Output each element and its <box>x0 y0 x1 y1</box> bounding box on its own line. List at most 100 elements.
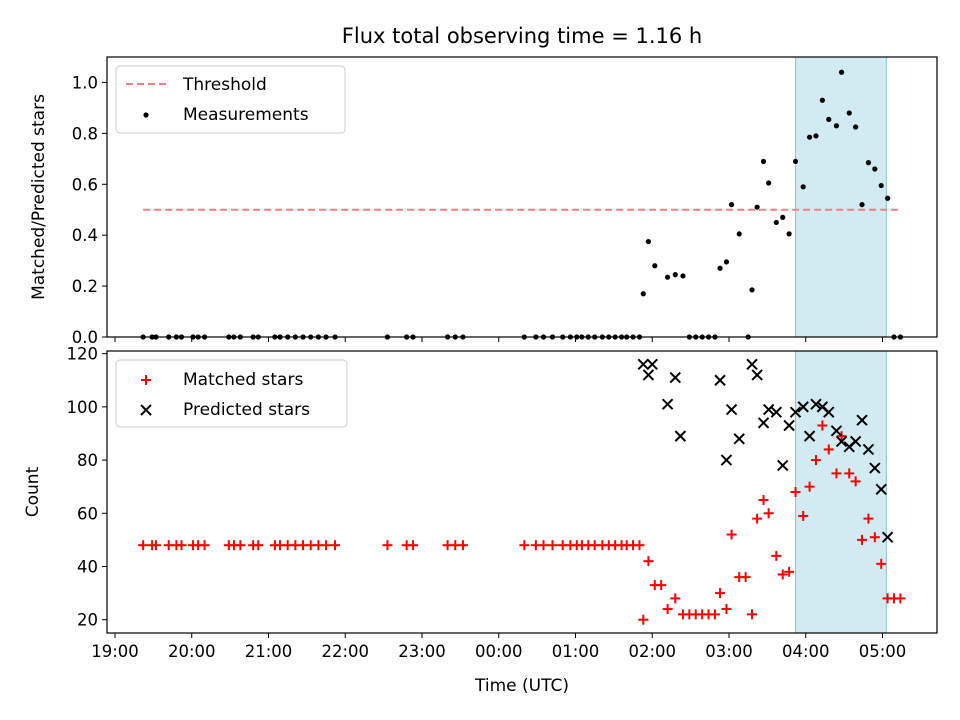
x-tick-label: 22:00 <box>321 642 369 661</box>
matched-star-point <box>709 609 720 620</box>
bottom-panel-ticks: 19:00 20:00 21:00 22:00 23:00 00:00 01:00 02:00… <box>67 345 907 661</box>
matched-star-point <box>547 540 558 551</box>
measurement-point <box>826 116 832 122</box>
matched-star-point <box>519 540 530 551</box>
predicted-star-point <box>849 435 862 448</box>
legend-threshold-label: Threshold <box>182 75 267 95</box>
matched-star-point <box>752 513 763 524</box>
predicted-star-point <box>642 369 655 381</box>
matched-star-point <box>634 540 645 551</box>
predicted-star-point <box>803 430 816 442</box>
matched-star-point <box>850 476 861 487</box>
matched-star-point <box>790 487 801 497</box>
measurement-point <box>652 263 658 269</box>
y-tick-label: 80 <box>77 451 98 470</box>
x-tick-label: 01:00 <box>552 642 600 661</box>
measurement-point <box>833 123 840 129</box>
predicted-star-point <box>733 433 745 445</box>
measurement-point <box>728 202 735 208</box>
matched-star-point <box>747 609 758 620</box>
matched-star-point <box>804 481 815 492</box>
predicted-star-point <box>757 417 770 429</box>
matched-star-point <box>199 540 210 551</box>
predicted-star-point <box>875 483 887 496</box>
x-tick-label: 03:00 <box>705 642 753 661</box>
predicted-star-point <box>725 403 738 416</box>
top-legend-box <box>115 65 346 134</box>
measurement-point <box>800 184 806 190</box>
measurement-point <box>865 160 872 166</box>
y-tick-label: 0.8 <box>72 124 98 143</box>
measurement-point <box>885 195 891 201</box>
matched-star-point <box>253 540 264 551</box>
y-tick-label: 40 <box>77 557 98 576</box>
measurement-point <box>672 272 678 278</box>
y-tick-label: 60 <box>77 504 98 523</box>
matched-star-point <box>638 614 649 625</box>
matched-star-point <box>798 510 809 521</box>
measurement-point <box>846 110 852 116</box>
predicted-star-point <box>714 374 726 386</box>
bottom-y-axis-label: Count <box>23 466 43 517</box>
bottom-legend: Matched stars Predicted stars <box>115 359 348 428</box>
predicted-star-point <box>862 443 875 456</box>
measurement-point <box>859 202 865 208</box>
top-panel-ticks: 0.0 0.2 0.4 0.6 0.8 1.0 <box>72 73 883 347</box>
x-tick-label: 02:00 <box>628 642 676 661</box>
measurement-point <box>723 259 730 265</box>
measurement-point <box>853 124 859 130</box>
measurement-point <box>773 219 779 226</box>
predicted-star-point <box>789 406 802 418</box>
highlight-span-top <box>795 56 887 338</box>
top-y-axis-label: Matched/Predicted stars <box>29 94 49 300</box>
matched-star-point <box>844 468 855 479</box>
x-axis-label: Time (UTC) <box>474 676 569 696</box>
measurement-point <box>872 166 878 172</box>
matched-star-point <box>740 572 751 583</box>
top-panel-frame <box>106 56 938 338</box>
predicted-star-point <box>669 371 681 384</box>
predicted-star-point <box>637 358 650 371</box>
predicted-star-point <box>646 358 658 371</box>
measurement-point <box>717 265 723 271</box>
measurement-point <box>878 182 884 189</box>
y-tick-label: 0.6 <box>72 175 98 194</box>
predicted-star-point <box>797 401 809 413</box>
matched-star-point <box>382 540 393 551</box>
chart-title: Flux total observing time = 1.16 h <box>342 24 702 48</box>
matched-star-point <box>721 604 732 615</box>
predicted-star-point <box>881 531 894 543</box>
matched-star-point <box>831 468 842 479</box>
measurement-point <box>780 214 786 220</box>
y-tick-label: 100 <box>67 398 99 417</box>
y-tick-label: 20 <box>77 611 98 630</box>
matched-star-point <box>538 540 549 551</box>
x-tick-label: 04:00 <box>782 642 830 661</box>
measurement-point <box>736 231 742 237</box>
matched-star-point <box>817 420 828 431</box>
predicted-star-point <box>720 454 733 466</box>
x-tick-label: 19:00 <box>91 642 139 661</box>
predicted-star-point <box>830 425 843 437</box>
y-tick-label: 0.2 <box>72 277 98 296</box>
measurement-point <box>792 158 799 164</box>
matched-star-point <box>863 513 874 524</box>
count-points <box>138 358 906 625</box>
matched-star-point <box>656 580 667 591</box>
measurement-point <box>806 134 813 140</box>
matched-star-point <box>330 540 341 551</box>
measurement-point <box>760 158 767 164</box>
measurement-point <box>819 97 825 103</box>
top-panel: 0.0 0.2 0.4 0.6 0.8 1.0 Matched/Predicted sta… <box>29 56 938 347</box>
matched-star-point <box>408 540 419 551</box>
y-tick-label: 0.4 <box>72 226 98 245</box>
y-tick-label: 1.0 <box>72 73 98 92</box>
matched-star-point <box>810 455 821 466</box>
legend-measurements-swatch <box>143 112 149 118</box>
matched-star-point <box>726 529 737 540</box>
predicted-star-point <box>810 398 822 410</box>
y-tick-label: 120 <box>67 345 99 364</box>
predicted-star-point <box>674 430 687 442</box>
measurement-point <box>665 274 671 280</box>
x-tick-label: 05:00 <box>859 642 907 661</box>
